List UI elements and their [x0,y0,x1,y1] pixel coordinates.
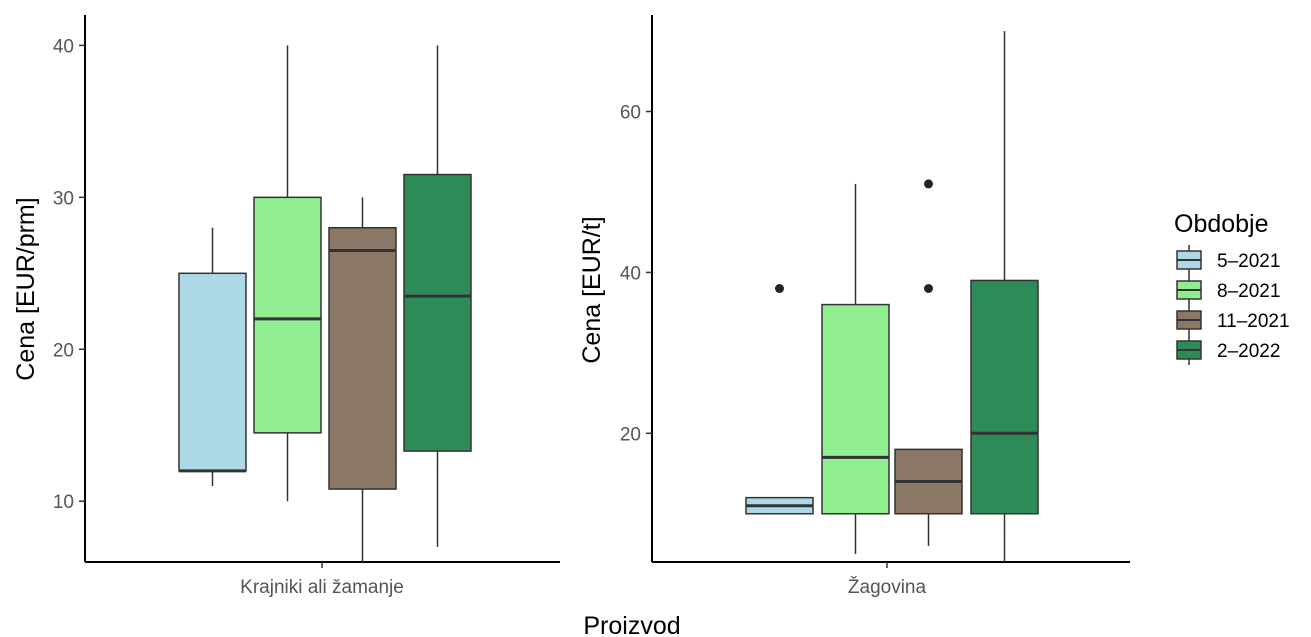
box-11–2021 [328,197,397,562]
legend-item-8–2021: 8–2021 [1176,275,1280,305]
box-2–2022 [403,45,472,547]
box-8–2021 [253,45,322,502]
outlier-point [775,284,784,293]
legend-label: 2–2022 [1217,341,1280,362]
y-axis-title: Cena [EUR/prm] [12,197,40,380]
outlier-point [924,284,933,293]
legend: Obdobje 5–2021 8–2021 11–2021 2–2022 [1174,210,1290,365]
y-tick-label: 40 [53,36,74,57]
y-tick-label: 20 [53,340,74,361]
iqr-box [328,226,397,490]
x-axis-title: Proizvod [583,612,680,637]
y-tick-label: 10 [53,492,74,513]
x-category-label: Žagovina [848,576,927,598]
legend-item-2–2022: 2–2022 [1176,335,1280,365]
iqr-box [821,303,890,515]
legend-item-5–2021: 5–2021 [1176,245,1280,275]
box-5–2021 [178,227,247,487]
legend-label: 5–2021 [1217,251,1280,272]
outlier-point [924,179,933,189]
y-tick-label: 60 [620,103,641,124]
panel-2: 20 40 60 Cena [EUR/t] Žagovina [578,15,1130,598]
y-tick-label: 40 [620,263,641,284]
panel-1: 10 20 30 40 Cena [EUR/prm] Krajniki ali žaman… [12,15,560,598]
legend-title: Obdobje [1174,210,1269,238]
x-category-label: Krajniki ali žamanje [240,577,404,598]
iqr-box [253,196,322,434]
legend-label: 11–2021 [1217,311,1290,332]
box-8–2021 [821,183,890,554]
legend-label: 8–2021 [1217,281,1280,302]
y-tick-label: 30 [53,188,74,209]
box-2–2022 [970,31,1039,562]
box-5–2021 [745,284,814,515]
y-tick-label: 20 [620,424,641,445]
iqr-box [970,279,1039,515]
iqr-box [178,272,247,472]
legend-item-11–2021: 11–2021 [1176,305,1290,335]
iqr-box [403,173,472,452]
box-11–2021 [894,179,963,546]
y-axis-title: Cena [EUR/t] [578,216,606,363]
